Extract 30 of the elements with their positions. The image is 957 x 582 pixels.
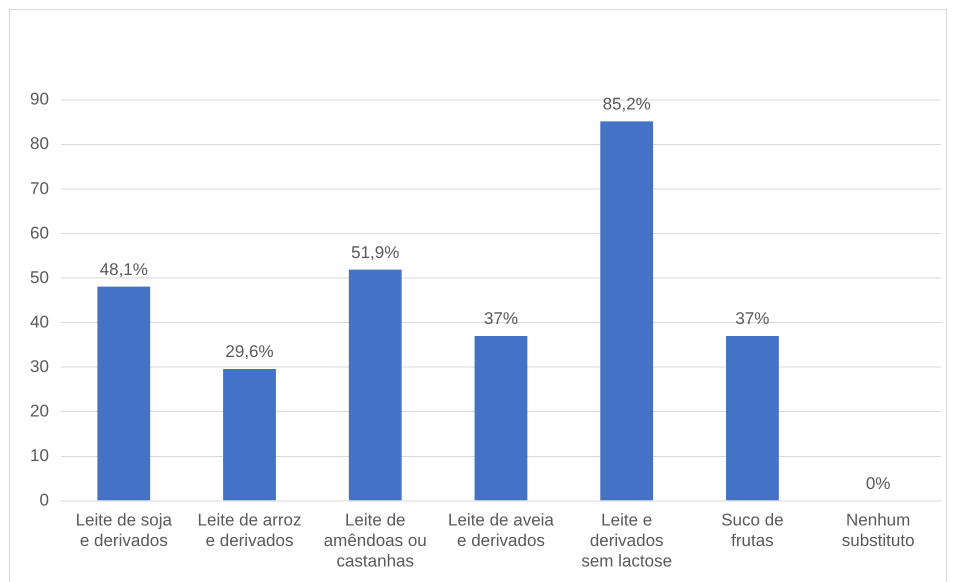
y-tick-label: 60 xyxy=(30,223,49,242)
x-tick-label: Leite de amêndoas ou castanhas xyxy=(324,510,427,570)
bar xyxy=(223,368,276,500)
bar xyxy=(348,270,402,500)
data-label: 37% xyxy=(484,309,518,328)
y-tick-label: 20 xyxy=(30,401,49,420)
x-tick-label: Suco de frutas xyxy=(721,510,784,550)
y-tick-label: 30 xyxy=(30,356,49,376)
data-label: 37% xyxy=(735,309,770,328)
bar xyxy=(474,336,528,500)
x-tick-label: Leite e derivados sem lactose xyxy=(581,510,672,570)
data-label: 0% xyxy=(866,474,890,493)
y-tick-label: 50 xyxy=(30,268,49,287)
data-label: 48,1% xyxy=(100,260,148,279)
y-tick-label: 90 xyxy=(30,90,49,109)
bar xyxy=(600,121,654,500)
x-tick-label: Leite de soja e derivados xyxy=(76,510,173,550)
x-tick-label: Leite de arroz e derivados xyxy=(198,510,302,550)
bar xyxy=(97,286,150,500)
data-label: 29,6% xyxy=(225,342,274,362)
data-label: 85,2% xyxy=(602,94,651,114)
y-tick-label: 80 xyxy=(30,134,49,154)
x-tick-label: Leite de aveia e derivados xyxy=(448,510,554,550)
y-tick-label: 10 xyxy=(30,446,49,465)
x-tick-label: Nenhum substituto xyxy=(842,510,915,550)
bar xyxy=(726,336,779,500)
y-tick-label: 40 xyxy=(30,312,49,332)
y-tick-label: 70 xyxy=(30,178,49,198)
y-tick-label: 0 xyxy=(39,490,49,510)
data-label: 51,9% xyxy=(351,242,400,262)
